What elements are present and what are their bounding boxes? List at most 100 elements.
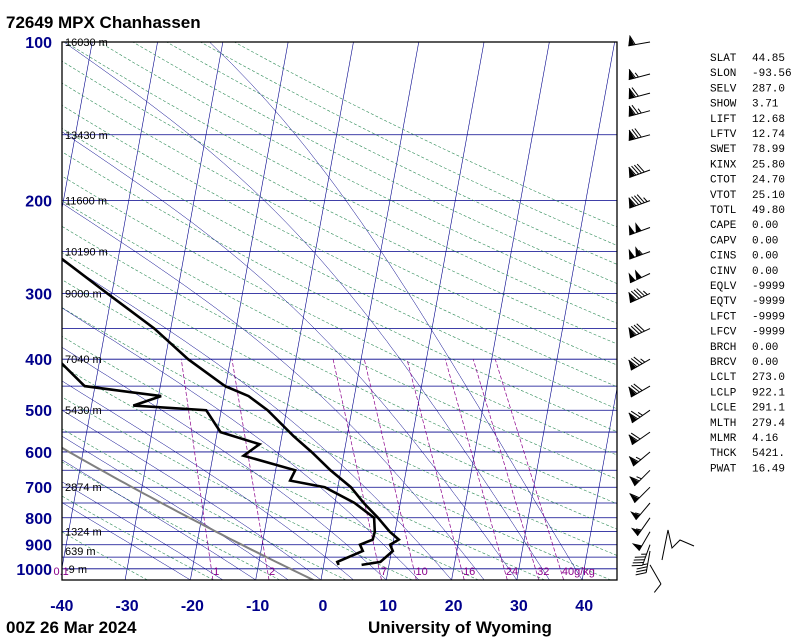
index-value: -9999 [752, 296, 785, 308]
dry-adiabat [62, 127, 617, 410]
dry-adiabat [62, 461, 280, 580]
barb-pennant [628, 248, 635, 260]
barb-flag [628, 129, 636, 139]
wind-barb [628, 68, 651, 81]
barb-staff [649, 564, 662, 585]
pressure-tick-label: 200 [25, 194, 52, 211]
pressure-tick-label: 600 [25, 445, 52, 462]
barb-flag [630, 432, 641, 440]
wind-barb [628, 451, 651, 467]
barb-staff [628, 110, 651, 117]
index-value: 12.74 [752, 129, 785, 141]
height-label: 11600 m [65, 196, 107, 208]
barb-staff [629, 292, 651, 304]
wind-barb [628, 104, 651, 117]
index-name: SLAT [710, 53, 737, 65]
barb-flag [628, 359, 638, 368]
barb-flag [629, 476, 640, 482]
barb-flag [630, 325, 640, 335]
wind-barb [628, 323, 651, 339]
index-name: VTOT [710, 190, 737, 202]
barb-pennant [634, 269, 642, 280]
moist-adiabat [62, 459, 256, 580]
index-name: LCLE [710, 403, 737, 415]
isotherm-line [62, 42, 158, 570]
barb-flag [630, 385, 640, 393]
mixing-ratio-label: 2 [269, 566, 275, 578]
barb-halfflag [643, 197, 648, 202]
index-value: 0.00 [752, 220, 778, 232]
barb-flag [631, 87, 639, 97]
dry-adiabat [62, 225, 617, 505]
wind-barb [628, 128, 651, 141]
barb-halfflag [637, 411, 643, 416]
barb-flag [636, 323, 645, 332]
index-value: 0.00 [752, 357, 778, 369]
barb-flag [633, 195, 642, 205]
barb-flag [631, 128, 639, 139]
barb-flag [628, 197, 637, 207]
barb-flag [633, 559, 645, 561]
index-value: 273.0 [752, 372, 785, 384]
index-value: 5421. [752, 448, 785, 460]
moist-adiabat [63, 42, 550, 580]
pressure-tick-label: 400 [25, 352, 52, 369]
pressure-tick-label: 300 [25, 286, 52, 303]
wind-barb [630, 502, 651, 521]
dry-adiabat [62, 252, 617, 530]
barb-pennant [630, 527, 641, 536]
isotherm-line [0, 42, 27, 580]
index-name: LFTV [710, 129, 737, 141]
stability-indices: SLAT 44.85 SLON -93.56 SELV 287.0 SHOW 3.71 LIFT… [710, 53, 792, 475]
grid-lines [0, 42, 617, 580]
barb-staff [629, 328, 651, 339]
moist-adiabat [62, 380, 354, 580]
index-value: 0.00 [752, 251, 778, 263]
barb-flag [628, 456, 639, 463]
barb-flag [633, 289, 643, 298]
pressure-tick-label: 1000 [16, 562, 52, 579]
wind-barbs [628, 35, 695, 593]
index-name: SHOW [710, 99, 737, 111]
index-name: SELV [710, 83, 737, 95]
wind-barb [649, 564, 662, 593]
dry-adiabat [62, 396, 413, 580]
dry-adiabat [62, 175, 617, 456]
dry-adiabat [65, 42, 617, 324]
dry-adiabat [62, 531, 148, 580]
temperature-tick-label: -30 [116, 598, 139, 615]
barb-flag [636, 569, 647, 573]
barb-halfflag [641, 553, 647, 555]
index-name: EQLV [710, 281, 737, 293]
barb-flag [635, 572, 647, 576]
dry-adiabat [132, 42, 617, 284]
index-name: KINX [710, 159, 737, 171]
wind-barb [635, 550, 651, 576]
chart-title: 72649 MPX Chanhassen [6, 13, 201, 32]
isotherm-line [385, 42, 485, 580]
mixing-ratio-line [406, 359, 465, 580]
index-value: -93.56 [752, 68, 792, 80]
index-value: 0.00 [752, 235, 778, 247]
dry-adiabat [62, 104, 617, 388]
mixing-ratio-line [332, 359, 382, 580]
barb-staff [642, 544, 651, 566]
index-name: TOTL [710, 205, 736, 217]
index-name: LIFT [710, 114, 737, 126]
barb-flag [633, 383, 643, 391]
barb-staff [628, 41, 651, 47]
barb-flag [636, 163, 645, 173]
wind-barb [628, 431, 651, 446]
hodograph-trace [661, 529, 695, 561]
barb-flag [628, 166, 637, 176]
barb-pennant [628, 69, 635, 80]
height-label: 2874 m [65, 482, 102, 494]
footer-source: University of Wyoming [368, 618, 552, 637]
barb-pennant [631, 543, 642, 551]
height-label: -9 m [65, 564, 87, 576]
height-label: 5430 m [65, 405, 102, 417]
mixing-ratio-line [472, 359, 540, 580]
index-value: 3.71 [752, 99, 779, 111]
barb-flag [629, 493, 640, 499]
